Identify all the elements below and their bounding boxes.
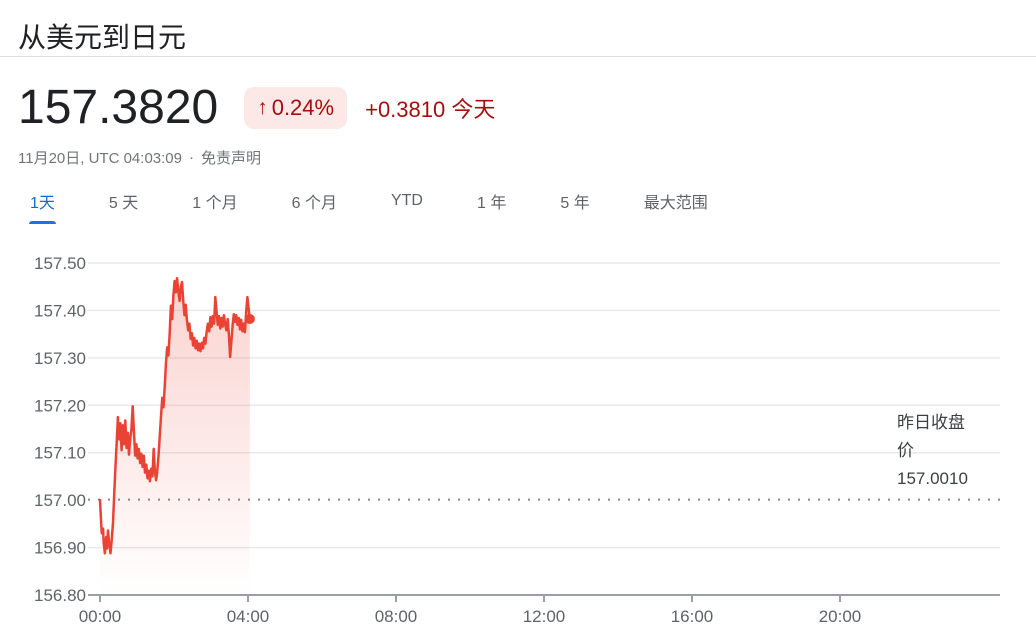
y-axis-label: 157.50 [34,254,86,273]
x-axis-label: 12:00 [523,607,566,626]
quote-meta: 11月20日, UTC 04:03:09 · 免责声明 [18,147,261,168]
tab-1y[interactable]: 1 年 [477,189,506,224]
current-price-dot [244,313,255,324]
chart-area-fill [100,278,250,595]
page-title: 从美元到日元 [18,21,187,53]
y-axis-label: 156.90 [34,539,86,558]
x-axis-label: 16:00 [671,607,714,626]
arrow-up-icon: ↑ [257,96,268,119]
change-percent: 0.24% [271,95,335,120]
tab-6m[interactable]: 6 个月 [292,189,337,224]
change-percent-badge: ↑ 0.24% [244,87,348,129]
tab-1m[interactable]: 1 个月 [192,189,237,224]
quote-section: 157.3820 ↑ 0.24% +0.3810 今天 [18,84,495,132]
y-axis-label: 157.30 [34,349,86,368]
previous-close-label: 昨日收盘价 157.0010 [897,409,974,493]
x-axis-label: 20:00 [819,607,862,626]
y-axis-label: 157.20 [34,396,86,415]
y-axis-label: 157.10 [34,444,86,463]
x-axis-label: 00:00 [79,607,122,626]
chart-canvas: 156.80 156.90 157.00 157.10 157.20 157.30 157.… [34,254,1000,626]
dot-separator: · [188,149,194,166]
y-axis-label: 156.80 [34,586,86,605]
price-chart[interactable]: 156.80 156.90 157.00 157.10 157.20 157.30 157.… [0,228,1036,638]
quote-timestamp: 11月20日, UTC 04:03:09 [18,150,182,167]
disclaimer-link[interactable]: 免责声明 [200,150,261,167]
range-tabs: 1天 5 天 1 个月 6 个月 YTD 1 年 5 年 最大范围 [29,189,708,224]
tab-ytd[interactable]: YTD [391,189,423,224]
previous-close-text: 昨日收盘价 [897,413,965,460]
tab-max[interactable]: 最大范围 [644,189,708,224]
y-axis-label: 157.40 [34,301,86,320]
price-line [98,276,252,555]
tab-5y[interactable]: 5 年 [560,189,589,224]
x-axis-label: 08:00 [375,607,418,626]
current-price: 157.3820 [18,81,219,134]
header-divider [0,56,1036,57]
x-axis-label: 04:00 [227,607,270,626]
y-axis-label: 157.00 [34,491,86,510]
previous-close-value: 157.0010 [897,469,968,488]
tab-1d[interactable]: 1天 [29,189,56,224]
change-today: +0.3810 今天 [365,97,496,122]
tab-5d[interactable]: 5 天 [109,189,138,224]
